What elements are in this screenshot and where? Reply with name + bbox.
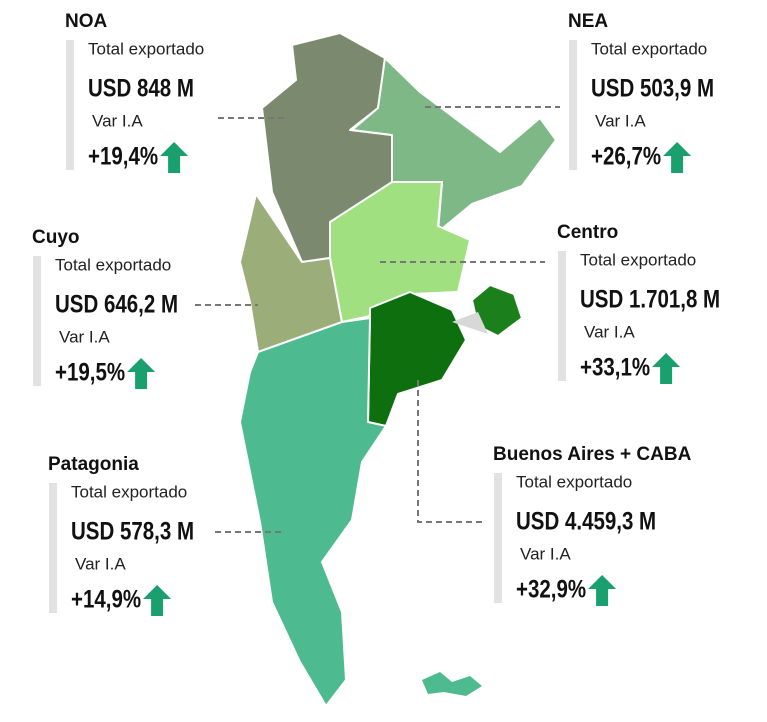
- total-value: USD 646,2 M: [55, 290, 178, 318]
- region-name: NOA: [65, 11, 108, 32]
- var-value: +19,4%: [88, 142, 158, 170]
- region-panel: Cuyo Total exportado USD 646,2 M Var I.A +19…: [32, 227, 178, 389]
- panel-bar: [33, 256, 41, 386]
- region-centro: [329, 181, 471, 323]
- region-panel: NOA Total exportado USD 848 M Var I.A +19,4%: [65, 11, 204, 173]
- region-panel: Buenos Aires + CABA Total exportado USD 4.…: [493, 444, 692, 606]
- total-value: USD 848 M: [88, 74, 194, 102]
- total-value: USD 4.459,3 M: [516, 507, 656, 535]
- region-panel: Centro Total exportado USD 1.701,8 M Var I.…: [557, 222, 720, 384]
- map: [239, 32, 557, 707]
- region-panel: NEA Total exportado USD 503,9 M Var I.A +26,…: [568, 11, 714, 173]
- total-label: Total exportado: [88, 39, 204, 58]
- var-value: +19,5%: [55, 358, 125, 386]
- region-patagonia: [239, 317, 387, 707]
- total-label: Total exportado: [580, 250, 696, 269]
- var-value: +33,1%: [580, 353, 650, 381]
- up-arrow: [127, 358, 156, 389]
- total-value: USD 578,3 M: [71, 517, 194, 545]
- region-nea: [351, 57, 557, 233]
- panel-bar: [558, 251, 566, 381]
- up-arrow: [652, 353, 681, 384]
- var-value: +14,9%: [71, 585, 141, 613]
- total-value: USD 503,9 M: [591, 74, 714, 102]
- panel-bar: [66, 40, 74, 170]
- connectors: [195, 106, 560, 533]
- panel-bar: [569, 40, 577, 170]
- total-label: Total exportado: [516, 472, 632, 491]
- up-arrow: [160, 142, 189, 173]
- panel-bar: [494, 473, 502, 603]
- total-label: Total exportado: [55, 255, 171, 274]
- region-name: Patagonia: [48, 454, 139, 475]
- var-label: Var I.A: [75, 554, 126, 573]
- region-name: Cuyo: [32, 227, 80, 248]
- var-label: Var I.A: [92, 111, 143, 130]
- total-label: Total exportado: [71, 482, 187, 501]
- var-label: Var I.A: [59, 327, 110, 346]
- region-name: NEA: [568, 11, 608, 32]
- up-arrow: [663, 142, 692, 173]
- caba-pointer: [452, 312, 488, 334]
- total-label: Total exportado: [591, 39, 707, 58]
- panels: NOA Total exportado USD 848 M Var I.A +19,4%…: [32, 11, 720, 616]
- var-value: +26,7%: [591, 142, 661, 170]
- up-arrow: [143, 585, 172, 616]
- total-value: USD 1.701,8 M: [580, 285, 720, 313]
- connector: [417, 380, 485, 523]
- region-name: Centro: [557, 222, 618, 243]
- panel-bar: [49, 483, 57, 613]
- var-label: Var I.A: [520, 544, 571, 563]
- region-panel: Patagonia Total exportado USD 578,3 M Var I…: [48, 454, 194, 616]
- region-name: Buenos Aires + CABA: [493, 444, 692, 465]
- up-arrow: [588, 575, 617, 606]
- islands: [422, 672, 482, 696]
- var-label: Var I.A: [584, 322, 635, 341]
- var-value: +32,9%: [516, 575, 586, 603]
- var-label: Var I.A: [595, 111, 646, 130]
